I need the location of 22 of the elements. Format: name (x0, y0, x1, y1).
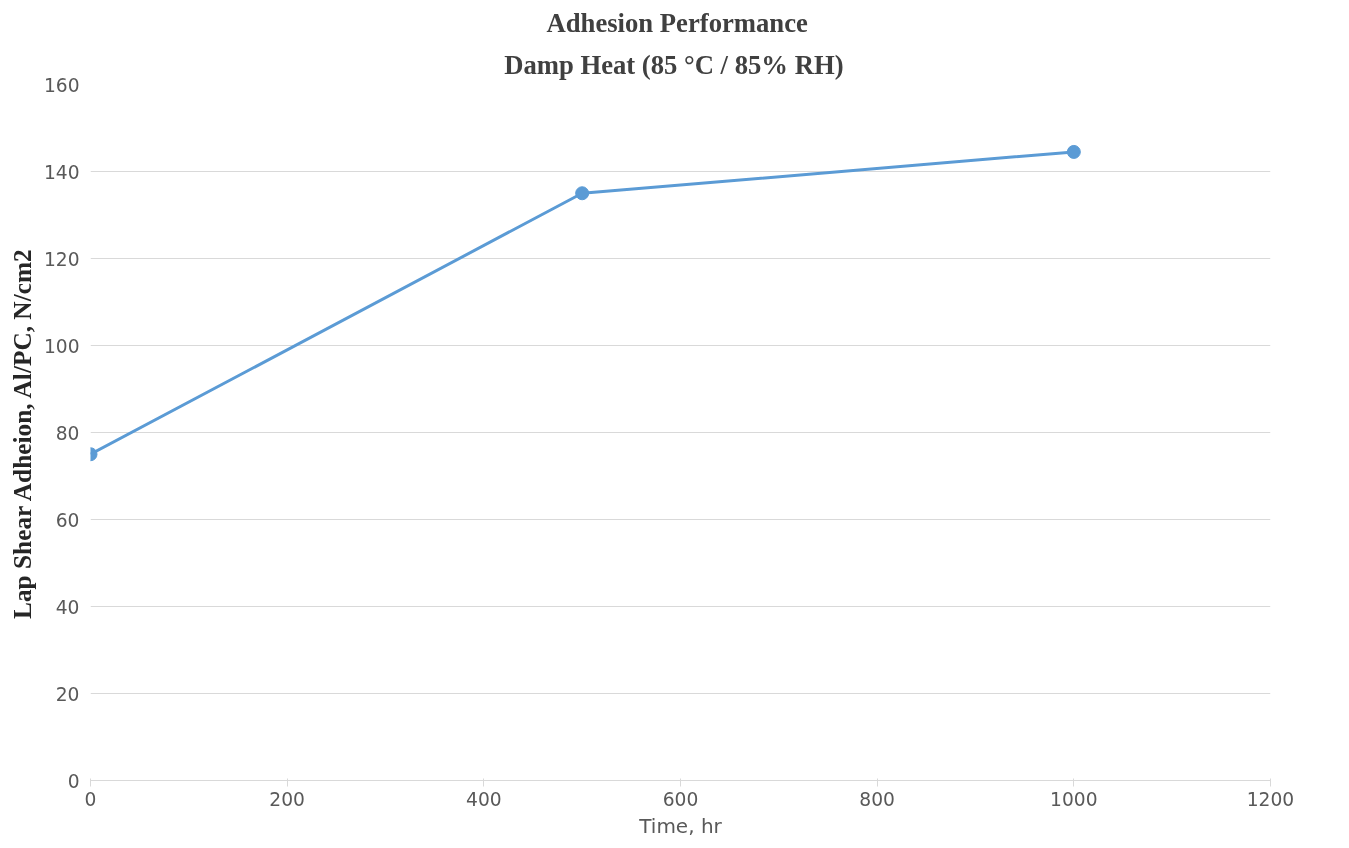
x-tick-label: 600 (662, 788, 699, 810)
y-tick-label: 140 (43, 161, 80, 183)
y-tick-label: 0 (67, 770, 80, 792)
y-tick-label: 20 (55, 683, 80, 705)
y-tick-label: 120 (43, 248, 80, 270)
y-axis-title: Lap Shear Adheion, Al/PC, N/cm2 (7, 249, 36, 619)
x-tick-label: 1000 (1050, 788, 1098, 810)
x-tick-label: 200 (269, 788, 305, 810)
chart-subtitle: Damp Heat (85 °C / 85% RH) (504, 49, 844, 80)
x-tick-label: 0 (84, 788, 97, 810)
x-tick-label: 400 (466, 788, 502, 810)
x-axis-title: Time, hr (638, 813, 723, 838)
chart-title: Adhesion Performance (546, 7, 808, 38)
point (575, 186, 590, 201)
y-tick-label: 160 (43, 74, 80, 96)
x-tick-label: 1200 (1246, 788, 1295, 810)
y-tick-label: 60 (55, 509, 80, 531)
y-tick-label: 80 (55, 422, 80, 444)
point (1066, 144, 1081, 159)
x-tick-label: 800 (859, 788, 895, 810)
y-tick-label: 100 (43, 335, 80, 357)
y-tick-label: 40 (55, 596, 80, 618)
